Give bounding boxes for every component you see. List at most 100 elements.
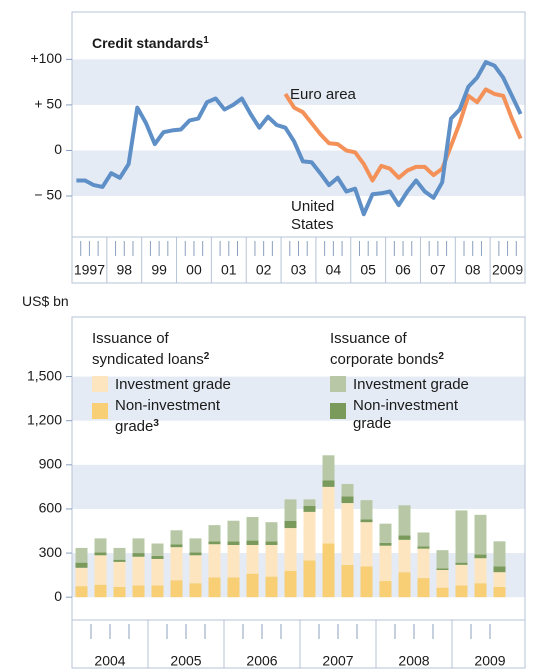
x-tick-label: 99 — [151, 262, 167, 278]
legend-label: Non-investment grade3 — [115, 397, 255, 436]
bar-segment — [360, 500, 373, 520]
bar-segment — [113, 559, 126, 562]
legend-text: Non-investment grade — [353, 397, 459, 432]
bar-segment — [170, 530, 183, 545]
bar-segment — [493, 586, 506, 598]
grid-band — [72, 376, 525, 421]
bar-segment — [284, 570, 297, 598]
bar-segment — [303, 499, 316, 507]
y-axis-label: US$ bn — [22, 292, 69, 310]
legend-label: Investment grade — [115, 376, 255, 394]
bar-segment — [455, 562, 468, 565]
title-note: 1 — [203, 35, 209, 46]
bar-segment — [322, 543, 335, 598]
bar-segment — [398, 505, 411, 536]
bar-segment — [246, 540, 259, 545]
x-tick-label: 2009 — [474, 653, 505, 669]
bar-segment — [170, 544, 183, 548]
bar-segment — [493, 566, 506, 573]
x-tick-label: 04 — [326, 262, 342, 278]
legend-text: Investment grade — [353, 376, 469, 393]
x-tick-label: 2007 — [322, 653, 353, 669]
bar-segment — [360, 566, 373, 598]
legend-title-note: 2 — [438, 351, 444, 362]
legend-swatch — [330, 376, 346, 392]
y-tick-label: 900 — [39, 456, 63, 472]
line-series — [76, 60, 523, 217]
grid-band — [72, 150, 525, 197]
x-tick-label: 1997 — [74, 262, 105, 278]
legend-title: Issuance of corporate bonds2 — [330, 330, 470, 369]
y-label: US$ bn — [22, 293, 69, 309]
bar-segment — [455, 564, 468, 586]
bar-segment — [246, 517, 259, 541]
bar-segment — [341, 496, 354, 504]
legend-note: 3 — [153, 418, 159, 429]
bar-segment — [436, 550, 449, 569]
bar-segment — [455, 585, 468, 598]
bar-segment — [170, 547, 183, 581]
bar-segment — [113, 586, 126, 598]
x-tick-label: 2008 — [398, 653, 429, 669]
bar-segment — [417, 578, 430, 598]
series-label: Euro area — [290, 86, 356, 104]
x-tick-label: 02 — [256, 262, 272, 278]
bar-segment — [265, 544, 278, 577]
x-tick-label: 03 — [291, 262, 307, 278]
bar-segment — [360, 522, 373, 567]
x-tick-label: 2004 — [94, 653, 125, 669]
x-tick-label: 98 — [116, 262, 132, 278]
x-tick-label: 07 — [430, 262, 446, 278]
bar-segment — [246, 573, 259, 598]
bar-segment — [303, 506, 316, 512]
bar-segment — [151, 558, 164, 586]
x-tick-label: 08 — [465, 262, 481, 278]
bar-segment — [398, 539, 411, 573]
y-tick-label: 300 — [39, 544, 63, 560]
bar-segment — [227, 541, 240, 545]
legend-swatch — [92, 403, 108, 419]
bar-segment — [474, 514, 487, 555]
bar-segment — [227, 577, 240, 598]
legend-label: Non-investment grade — [353, 397, 493, 433]
x-tick-label: 2009 — [492, 262, 523, 278]
series-name: Euro area — [290, 86, 356, 103]
bar-segment — [284, 520, 297, 529]
bar-segment — [189, 555, 202, 584]
bar-segment — [75, 567, 88, 587]
bar-segment — [474, 583, 487, 598]
bar-segment — [265, 576, 278, 598]
bar-segment — [227, 544, 240, 578]
x-tick-label: 2005 — [170, 653, 201, 669]
bar-segment — [189, 583, 202, 598]
legend-title-note: 2 — [203, 351, 210, 362]
bar-segment — [75, 586, 88, 598]
bar-segment — [341, 483, 354, 497]
bar-segment — [265, 522, 278, 542]
x-tick-label: 00 — [186, 262, 202, 278]
bar-segment — [493, 572, 506, 587]
bar-segment — [379, 545, 392, 582]
bar-segment — [322, 455, 335, 481]
grid-band — [72, 464, 525, 509]
x-tick-label: 06 — [395, 262, 411, 278]
grid-band — [72, 553, 525, 598]
y-tick-label: 600 — [39, 500, 63, 516]
x-tick-label: 2006 — [246, 653, 277, 669]
bar-segment — [360, 519, 373, 523]
y-tick-label: 1,500 — [27, 367, 62, 383]
bar-segment — [189, 552, 202, 556]
legend-text: Investment grade — [115, 376, 231, 393]
bar-segment — [436, 568, 449, 570]
legend-title-text: Issuance of syndicated loans — [92, 330, 204, 368]
bar-segment — [474, 558, 487, 584]
series-name: United States — [291, 198, 335, 233]
y-tick-label: 0 — [54, 588, 62, 604]
bar-segment — [284, 499, 297, 521]
bar-segment — [341, 564, 354, 598]
bar-segment — [322, 480, 335, 487]
x-tick-label: 01 — [221, 262, 237, 278]
bar-segment — [94, 538, 107, 553]
bar-segment — [132, 553, 145, 557]
